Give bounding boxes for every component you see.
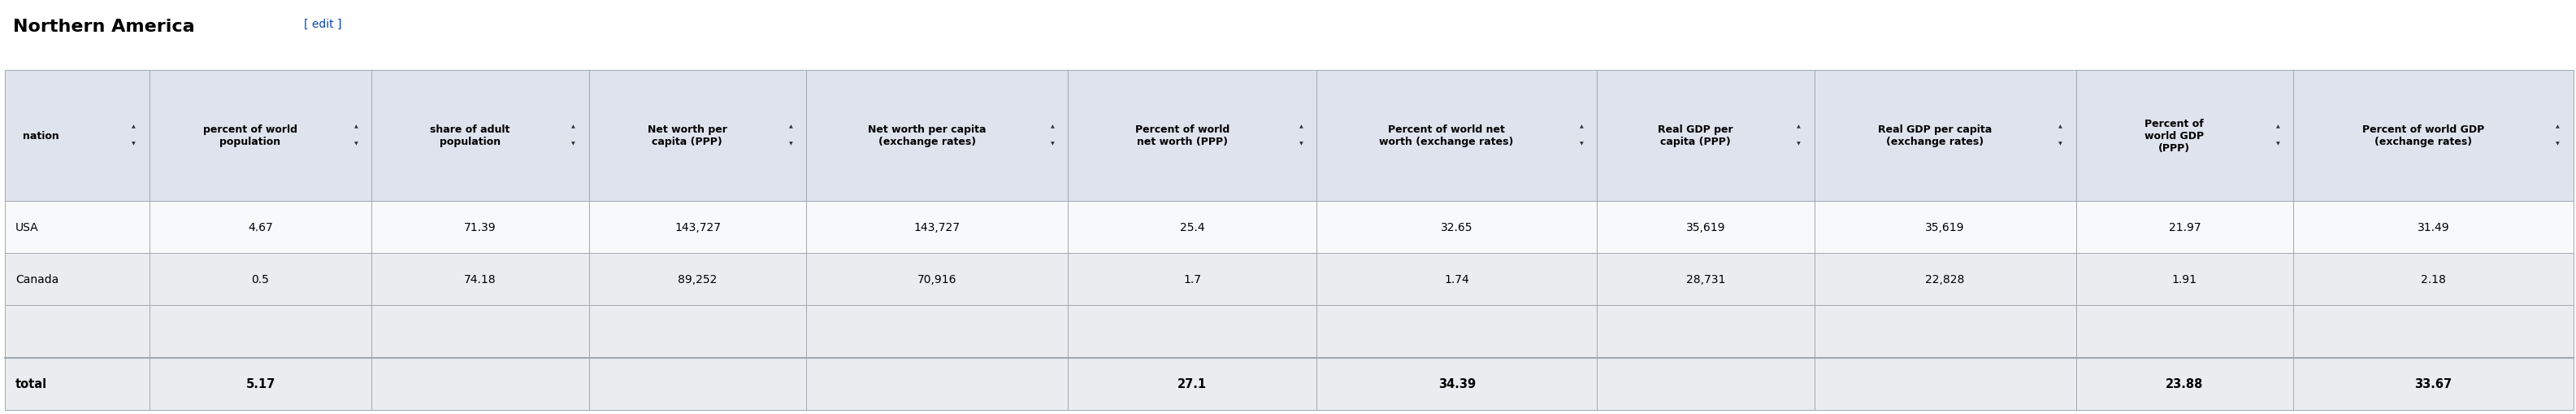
Text: ▲: ▲ <box>572 125 574 129</box>
Text: [ edit ]: [ edit ] <box>304 19 343 30</box>
Text: ▼: ▼ <box>355 141 358 145</box>
Text: 34.39: 34.39 <box>1437 378 1476 390</box>
Text: 71.39: 71.39 <box>464 221 497 233</box>
Text: ▲: ▲ <box>1579 125 1584 129</box>
Text: 21.97: 21.97 <box>2169 221 2200 233</box>
Text: Canada: Canada <box>15 274 59 285</box>
Text: 0.5: 0.5 <box>252 274 270 285</box>
Text: 89,252: 89,252 <box>677 274 716 285</box>
Text: 35,619: 35,619 <box>1685 221 1726 233</box>
Text: ▼: ▼ <box>131 141 137 145</box>
Text: ▲: ▲ <box>355 125 358 129</box>
Text: ▲: ▲ <box>1798 125 1801 129</box>
Text: ▼: ▼ <box>1051 141 1054 145</box>
Text: 22,828: 22,828 <box>1924 274 1965 285</box>
Text: Percent of world GDP
(exchange rates): Percent of world GDP (exchange rates) <box>2362 124 2483 147</box>
Text: 25.4: 25.4 <box>1180 221 1206 233</box>
Text: ▼: ▼ <box>1579 141 1584 145</box>
Text: share of adult
population: share of adult population <box>430 124 510 147</box>
Text: USA: USA <box>15 221 39 233</box>
Text: 1.91: 1.91 <box>2172 274 2197 285</box>
Text: 23.88: 23.88 <box>2166 378 2202 390</box>
Text: 70,916: 70,916 <box>917 274 956 285</box>
Text: 28,731: 28,731 <box>1685 274 1726 285</box>
Text: ▼: ▼ <box>2058 141 2063 145</box>
Text: 143,727: 143,727 <box>675 221 721 233</box>
Text: 35,619: 35,619 <box>1924 221 1965 233</box>
Text: ▲: ▲ <box>1051 125 1054 129</box>
Text: ▼: ▼ <box>572 141 574 145</box>
Text: Real GDP per capita
(exchange rates): Real GDP per capita (exchange rates) <box>1878 124 1991 147</box>
Text: Real GDP per
capita (PPP): Real GDP per capita (PPP) <box>1656 124 1734 147</box>
Text: Percent of world net
worth (exchange rates): Percent of world net worth (exchange rat… <box>1378 124 1515 147</box>
Text: Northern America: Northern America <box>13 19 196 35</box>
Text: 32.65: 32.65 <box>1440 221 1473 233</box>
Text: ▼: ▼ <box>2555 141 2561 145</box>
Text: 5.17: 5.17 <box>245 378 276 390</box>
Text: percent of world
population: percent of world population <box>204 124 296 147</box>
Text: 4.67: 4.67 <box>247 221 273 233</box>
Text: ▲: ▲ <box>788 125 793 129</box>
Text: Net worth per
capita (PPP): Net worth per capita (PPP) <box>647 124 726 147</box>
Text: ▼: ▼ <box>2277 141 2280 145</box>
Text: ▲: ▲ <box>131 125 137 129</box>
Text: nation: nation <box>23 130 59 141</box>
Text: ▲: ▲ <box>2555 125 2561 129</box>
Text: 1.74: 1.74 <box>1445 274 1468 285</box>
Text: Percent of world
net worth (PPP): Percent of world net worth (PPP) <box>1136 124 1229 147</box>
Text: 143,727: 143,727 <box>914 221 961 233</box>
Text: Percent of
world GDP
(PPP): Percent of world GDP (PPP) <box>2146 118 2205 153</box>
Text: total: total <box>15 378 46 390</box>
Text: 1.7: 1.7 <box>1182 274 1200 285</box>
Text: ▼: ▼ <box>1798 141 1801 145</box>
Text: ▲: ▲ <box>1298 125 1303 129</box>
Text: Net worth per capita
(exchange rates): Net worth per capita (exchange rates) <box>868 124 987 147</box>
Text: 33.67: 33.67 <box>2414 378 2452 390</box>
Text: ▼: ▼ <box>1298 141 1303 145</box>
Text: 27.1: 27.1 <box>1177 378 1208 390</box>
Text: ▲: ▲ <box>2058 125 2063 129</box>
Text: ▼: ▼ <box>788 141 793 145</box>
Text: 31.49: 31.49 <box>2416 221 2450 233</box>
Text: ▲: ▲ <box>2277 125 2280 129</box>
Text: 2.18: 2.18 <box>2421 274 2445 285</box>
Text: 74.18: 74.18 <box>464 274 497 285</box>
